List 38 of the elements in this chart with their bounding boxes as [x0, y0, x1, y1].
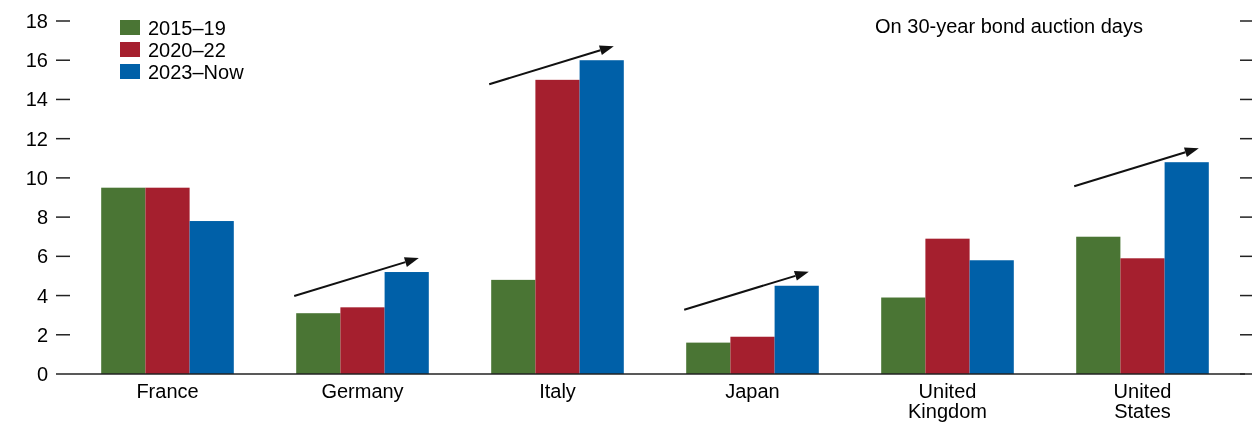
- bar: [145, 187, 190, 374]
- bar: [969, 260, 1014, 374]
- bar: [1076, 236, 1121, 374]
- y-tick-label: 12: [25, 127, 48, 150]
- bar: [1120, 258, 1165, 374]
- x-tick-label: United States: [1113, 380, 1172, 422]
- y-tick-label: 8: [36, 206, 48, 229]
- bar: [686, 342, 731, 374]
- y-tick-label: 18: [25, 10, 48, 32]
- y-tick-label: 6: [36, 245, 48, 268]
- bar: [881, 297, 926, 374]
- y-tick-label: 10: [25, 166, 48, 189]
- y-tick-label: 16: [25, 49, 48, 72]
- x-tick-label: Japan: [725, 380, 780, 402]
- bar: [340, 307, 385, 374]
- bar: [101, 187, 146, 374]
- bar: [774, 285, 819, 374]
- annotation: On 30-year bond auction days: [875, 15, 1143, 37]
- bar: [579, 60, 624, 374]
- bar: [296, 313, 341, 374]
- bar: [925, 238, 970, 374]
- bar: [730, 336, 775, 374]
- y-tick-label: 0: [36, 363, 48, 385]
- legend-label: 2020–22: [148, 39, 226, 61]
- y-tick-label: 14: [25, 88, 48, 111]
- x-tick-label: France: [136, 380, 199, 402]
- x-tick-label: United Kingdom: [908, 380, 987, 422]
- x-tick-label: Germany: [321, 380, 404, 402]
- bar: [384, 272, 429, 374]
- y-tick-label: 4: [36, 284, 48, 307]
- bar: [189, 221, 234, 374]
- bar: [491, 279, 536, 374]
- bar: [535, 79, 580, 374]
- legend-label: 2023–Now: [148, 61, 245, 83]
- x-tick-label: Italy: [539, 380, 576, 402]
- legend-label: 2015–19: [148, 17, 226, 39]
- y-tick-label: 2: [36, 323, 48, 346]
- bar: [1164, 162, 1209, 374]
